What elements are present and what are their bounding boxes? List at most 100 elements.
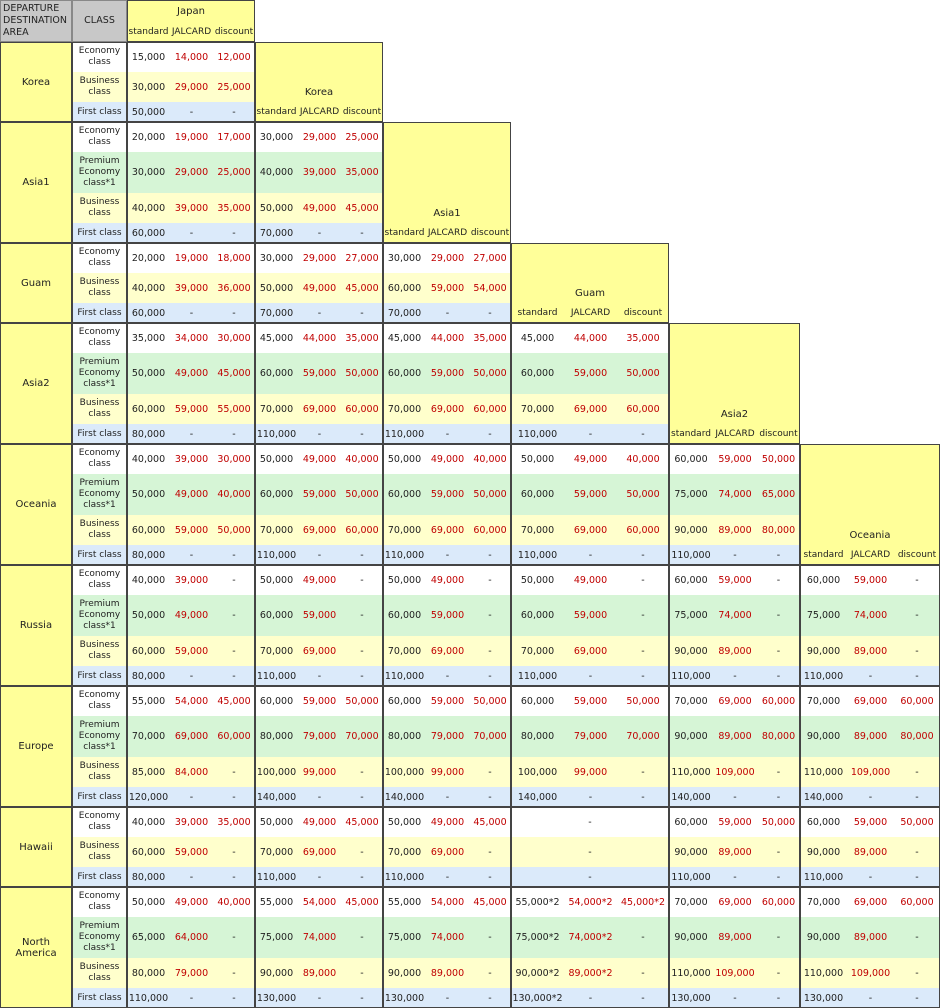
standard-fare: 110,000 [669, 867, 713, 887]
jalcard-fare: - [426, 303, 469, 323]
jalcard-fare: 49,000 [170, 595, 213, 636]
subheader-standard: standard [517, 308, 558, 318]
standard-fare: 40,000 [127, 807, 170, 837]
departure-header-korea [255, 42, 383, 122]
jalcard-fare: - [298, 666, 341, 686]
discount-fare: 60,000 [894, 686, 940, 716]
class-label: First class [72, 303, 127, 323]
standard-fare: 55,000 [127, 686, 170, 716]
discount-fare: 17,000 [213, 122, 255, 152]
jalcard-fare: 69,000 [564, 515, 617, 545]
class-label: First class [72, 988, 127, 1008]
destination-north-america: North America [0, 887, 72, 1008]
discount-fare: - [213, 545, 255, 565]
discount-fare: - [469, 787, 511, 807]
discount-fare: 12,000 [213, 42, 255, 72]
jalcard-fare: - [170, 102, 213, 122]
class-label: First class [72, 545, 127, 565]
standard-fare: 40,000 [127, 565, 170, 595]
standard-fare: 110,000 [383, 545, 426, 565]
standard-fare: 60,000 [255, 686, 298, 716]
jalcard-fare: 74,000 [847, 595, 894, 636]
discount-fare: - [213, 636, 255, 666]
jalcard-fare: 59,000 [170, 394, 213, 424]
standard-fare: 60,000 [669, 807, 713, 837]
jalcard-fare: 29,000 [170, 152, 213, 193]
departure-header-guam [511, 243, 669, 323]
discount-fare: - [341, 545, 383, 565]
jalcard-fare: 69,000 [426, 837, 469, 867]
standard-fare: 80,000 [383, 716, 426, 757]
destination-asia1: Asia1 [0, 122, 72, 243]
destination-europe: Europe [0, 686, 72, 807]
standard-fare: 80,000 [511, 716, 564, 757]
jalcard-fare: 59,000 [564, 686, 617, 716]
standard-fare: 50,000 [127, 102, 170, 122]
standard-fare: 40,000 [127, 193, 170, 223]
discount-fare: 45,000 [341, 887, 383, 917]
jalcard-fare: - [564, 988, 617, 1008]
jalcard-fare: 59,000 [298, 595, 341, 636]
standard-fare: 30,000 [383, 243, 426, 273]
standard-fare: 50,000 [383, 807, 426, 837]
jalcard-fare: - [564, 424, 617, 444]
discount-fare: - [617, 424, 669, 444]
departure-header-japan [127, 0, 255, 42]
discount-fare: - [213, 424, 255, 444]
standard-fare: 50,000 [255, 807, 298, 837]
discount-fare: - [757, 757, 800, 787]
standard-fare: 60,000 [800, 565, 847, 595]
jalcard-fare: - [564, 545, 617, 565]
jalcard-fare: - [426, 867, 469, 887]
class-label: Economy class [72, 42, 127, 72]
standard-fare: 110,000 [383, 867, 426, 887]
standard-fare: 140,000 [383, 787, 426, 807]
jalcard-fare: - [170, 424, 213, 444]
jalcard-fare: 89,000*2 [564, 958, 617, 988]
discount-fare: 35,000 [341, 323, 383, 353]
discount-fare: 45,000*2 [617, 887, 669, 917]
jalcard-fare: - [426, 787, 469, 807]
discount-fare: 45,000 [213, 353, 255, 394]
discount-fare: - [469, 917, 511, 958]
standard-fare: 70,000 [383, 837, 426, 867]
class-label: Economy class [72, 323, 127, 353]
jalcard-fare: 49,000 [170, 474, 213, 515]
standard-fare: 75,000 [800, 595, 847, 636]
standard-fare: 75,000*2 [511, 917, 564, 958]
departure-destination-header: DEPARTURE DESTINATION AREA [0, 0, 72, 42]
discount-fare: 60,000 [469, 515, 511, 545]
standard-fare: 70,000 [255, 303, 298, 323]
jalcard-fare: 89,000 [713, 636, 757, 666]
discount-fare: - [757, 867, 800, 887]
jalcard-fare: 74,000 [713, 474, 757, 515]
jalcard-fare: 69,000 [713, 686, 757, 716]
discount-fare: 25,000 [213, 72, 255, 102]
jalcard-fare: 59,000 [170, 837, 213, 867]
standard-fare: 35,000 [127, 323, 170, 353]
standard-fare: 110,000 [511, 424, 564, 444]
jalcard-fare: - [426, 666, 469, 686]
destination-asia2: Asia2 [0, 323, 72, 444]
discount-fare: - [617, 565, 669, 595]
discount-fare: - [757, 545, 800, 565]
jalcard-fare: 99,000 [426, 757, 469, 787]
discount-fare: 60,000 [894, 887, 940, 917]
standard-fare: 50,000 [255, 193, 298, 223]
discount-fare: 60,000 [213, 716, 255, 757]
standard-fare: 75,000 [669, 595, 713, 636]
standard-fare: 60,000 [127, 515, 170, 545]
jalcard-fare: 89,000 [847, 716, 894, 757]
discount-fare: - [894, 958, 940, 988]
discount-fare: 45,000 [341, 273, 383, 303]
discount-fare: 30,000 [213, 444, 255, 474]
jalcard-fare: 54,000 [426, 887, 469, 917]
discount-fare: 40,000 [469, 444, 511, 474]
subheader-standard: standard [671, 429, 711, 439]
subheader-discount: discount [342, 107, 382, 117]
discount-fare: - [894, 666, 940, 686]
jalcard-fare: 59,000 [713, 807, 757, 837]
discount-fare: 50,000 [469, 474, 511, 515]
standard-fare: 70,000 [511, 394, 564, 424]
